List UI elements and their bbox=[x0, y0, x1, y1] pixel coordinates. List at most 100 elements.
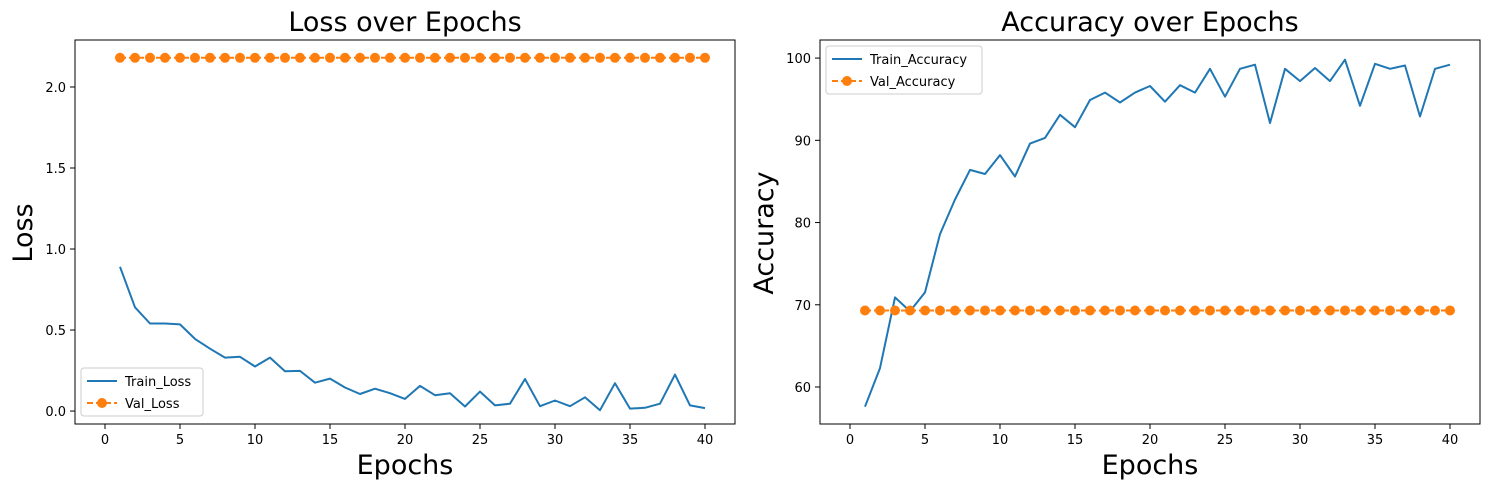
accuracy-val-point bbox=[860, 306, 870, 316]
accuracy-val-point bbox=[1070, 306, 1080, 316]
accuracy-val-point bbox=[1055, 306, 1065, 316]
accuracy-val-point bbox=[935, 306, 945, 316]
accuracy-val-point bbox=[1310, 306, 1320, 316]
accuracy-val-point bbox=[1250, 306, 1260, 316]
accuracy-val-point bbox=[905, 306, 915, 316]
loss-val-point bbox=[490, 53, 500, 63]
loss-val-point bbox=[355, 53, 365, 63]
accuracy-y-tick-label: 60 bbox=[794, 381, 811, 396]
accuracy-legend-train-label: Train_Accuracy bbox=[869, 53, 967, 68]
loss-val-point bbox=[235, 53, 245, 63]
loss-val-point bbox=[655, 53, 665, 63]
accuracy-x-tick-label: 35 bbox=[1367, 433, 1384, 448]
accuracy-val-point bbox=[1205, 306, 1215, 316]
loss-x-tick-label: 5 bbox=[176, 433, 184, 448]
loss-val-point bbox=[280, 53, 290, 63]
accuracy-val-point bbox=[950, 306, 960, 316]
accuracy-chart-frame bbox=[820, 40, 1480, 424]
loss-x-tick-label: 35 bbox=[622, 433, 639, 448]
loss-chart-x-axis-title: Epochs bbox=[357, 450, 454, 481]
accuracy-legend-val-label: Val_Accuracy bbox=[870, 75, 956, 90]
loss-val-point bbox=[505, 53, 515, 63]
loss-val-point bbox=[145, 53, 155, 63]
accuracy-val-point bbox=[1370, 306, 1380, 316]
loss-val-point bbox=[445, 53, 455, 63]
accuracy-x-tick-label: 30 bbox=[1292, 433, 1309, 448]
loss-val-point bbox=[265, 53, 275, 63]
loss-val-point bbox=[250, 53, 260, 63]
loss-val-point bbox=[685, 53, 695, 63]
accuracy-x-tick-label: 5 bbox=[921, 433, 929, 448]
loss-val-point bbox=[310, 53, 320, 63]
accuracy-val-point bbox=[1085, 306, 1095, 316]
accuracy-val-point bbox=[1220, 306, 1230, 316]
accuracy-chart-legend: Train_Accuracy Val_Accuracy bbox=[826, 46, 982, 94]
loss-val-point bbox=[565, 53, 575, 63]
accuracy-val-point bbox=[1010, 306, 1020, 316]
accuracy-x-tick-label: 10 bbox=[992, 433, 1009, 448]
loss-val-point bbox=[220, 53, 230, 63]
loss-val-point bbox=[130, 53, 140, 63]
accuracy-chart: Accuracy over Epochs Epochs Accuracy 051… bbox=[749, 7, 1480, 481]
accuracy-y-tick-label: 100 bbox=[786, 52, 811, 67]
loss-y-tick-label: 2.0 bbox=[45, 81, 66, 96]
accuracy-val-point bbox=[1145, 306, 1155, 316]
loss-val-point bbox=[475, 53, 485, 63]
loss-val-point bbox=[550, 53, 560, 63]
accuracy-val-point bbox=[1235, 306, 1245, 316]
loss-chart-frame bbox=[75, 40, 735, 424]
accuracy-series-train-line bbox=[865, 60, 1450, 407]
accuracy-val-point bbox=[1115, 306, 1125, 316]
loss-x-tick-label: 20 bbox=[397, 433, 414, 448]
loss-chart: Loss over Epochs Epochs Loss 0 5 10 15 20 25 3… bbox=[8, 7, 735, 481]
loss-val-point bbox=[625, 53, 635, 63]
accuracy-x-tick-label: 0 bbox=[846, 433, 854, 448]
accuracy-plot-area: 0 5 10 15 20 25 30 35 40 60 70 80 90 100 bbox=[786, 52, 1458, 448]
loss-val-point bbox=[640, 53, 650, 63]
accuracy-x-tick-label: 40 bbox=[1442, 433, 1459, 448]
loss-val-point bbox=[340, 53, 350, 63]
loss-legend-train-label: Train_Loss bbox=[124, 375, 191, 390]
loss-val-point bbox=[700, 53, 710, 63]
loss-x-tick-label: 15 bbox=[322, 433, 339, 448]
accuracy-x-tick-label: 20 bbox=[1142, 433, 1159, 448]
accuracy-val-point bbox=[890, 306, 900, 316]
loss-val-point bbox=[160, 53, 170, 63]
accuracy-val-point bbox=[1325, 306, 1335, 316]
accuracy-val-point bbox=[875, 306, 885, 316]
loss-val-point bbox=[175, 53, 185, 63]
accuracy-val-point bbox=[1025, 306, 1035, 316]
accuracy-val-point bbox=[1160, 306, 1170, 316]
loss-series-train-line bbox=[120, 267, 705, 410]
accuracy-val-point bbox=[1340, 306, 1350, 316]
accuracy-val-point bbox=[995, 306, 1005, 316]
accuracy-val-point bbox=[1430, 306, 1440, 316]
accuracy-legend-val-marker bbox=[842, 76, 852, 86]
loss-val-point bbox=[205, 53, 215, 63]
loss-val-point bbox=[610, 53, 620, 63]
accuracy-y-tick-label: 80 bbox=[794, 217, 811, 232]
loss-val-point bbox=[295, 53, 305, 63]
accuracy-chart-x-axis-title: Epochs bbox=[1102, 450, 1199, 481]
loss-chart-legend: Train_Loss Val_Loss bbox=[81, 368, 203, 416]
loss-val-point bbox=[400, 53, 410, 63]
loss-val-point bbox=[580, 53, 590, 63]
loss-y-tick-label: 1.0 bbox=[45, 243, 66, 258]
loss-val-point bbox=[520, 53, 530, 63]
accuracy-y-tick-label: 70 bbox=[794, 299, 811, 314]
accuracy-val-point bbox=[1445, 306, 1455, 316]
loss-val-point bbox=[190, 53, 200, 63]
accuracy-val-point bbox=[1355, 306, 1365, 316]
accuracy-val-point bbox=[1280, 306, 1290, 316]
loss-val-point bbox=[535, 53, 545, 63]
accuracy-chart-y-axis-title: Accuracy bbox=[749, 171, 780, 294]
loss-val-point bbox=[325, 53, 335, 63]
loss-val-point bbox=[385, 53, 395, 63]
loss-val-point bbox=[595, 53, 605, 63]
accuracy-val-point bbox=[1130, 306, 1140, 316]
loss-val-point bbox=[370, 53, 380, 63]
accuracy-y-tick-label: 90 bbox=[794, 134, 811, 149]
loss-x-tick-label: 10 bbox=[247, 433, 264, 448]
accuracy-val-point bbox=[1265, 306, 1275, 316]
